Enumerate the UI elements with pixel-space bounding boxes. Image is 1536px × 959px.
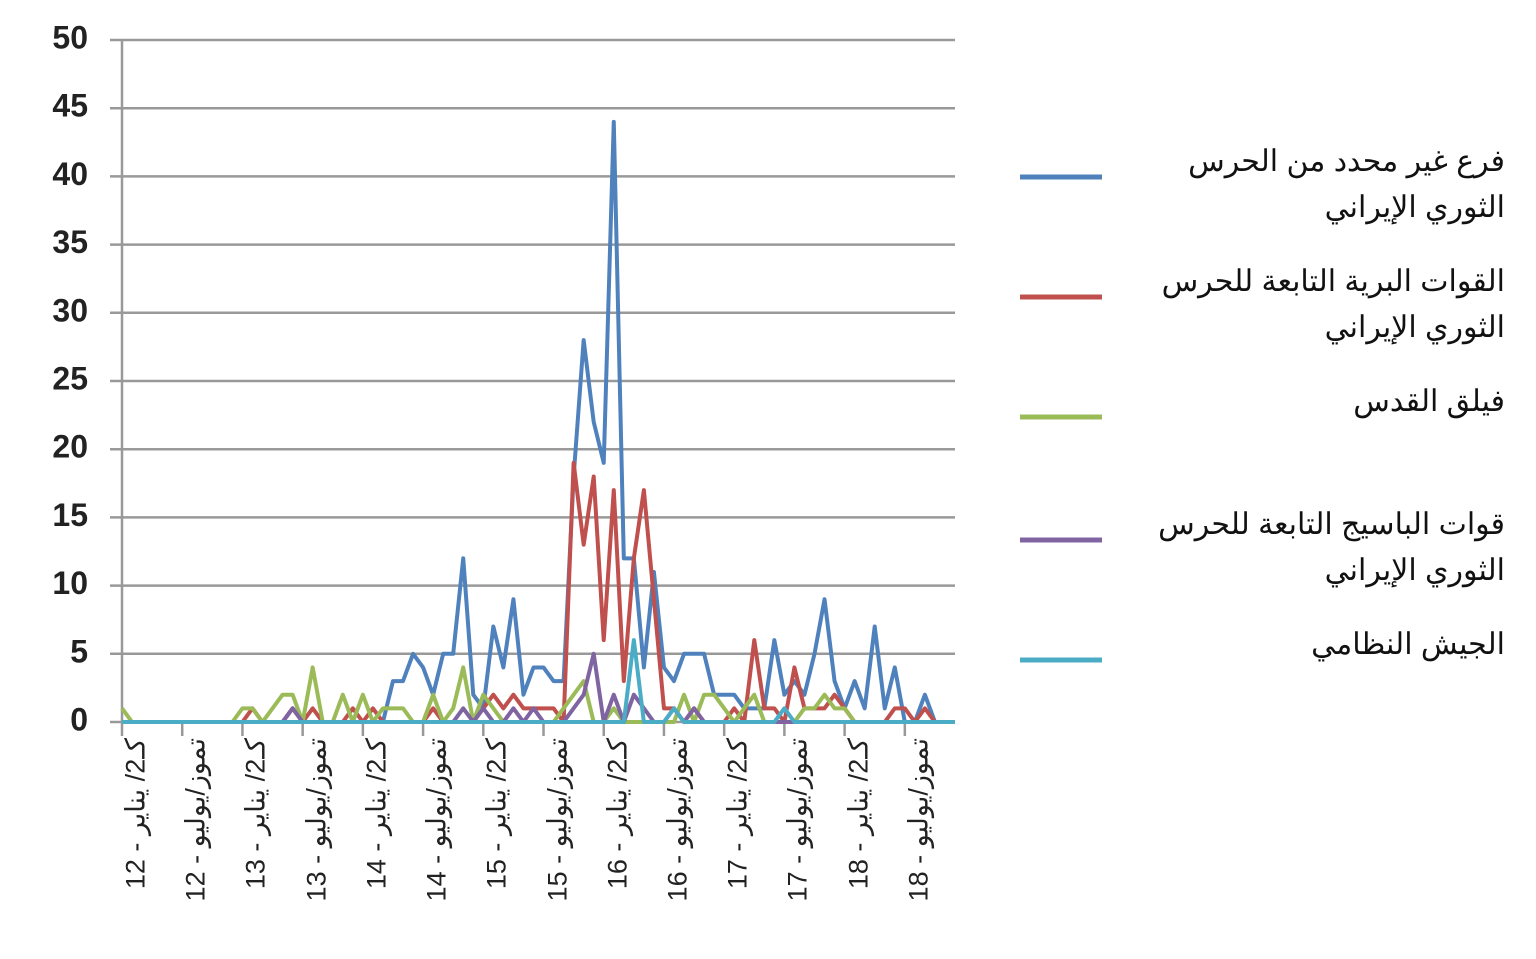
x-tick-label: تموز/يوليو - 14	[421, 738, 452, 902]
x-tick-label: تموز/يوليو - 12	[180, 738, 211, 902]
x-tick-label: كـ2/ يناير - 15	[481, 738, 512, 890]
series-line	[122, 460, 955, 724]
legend-label: الجيش النظامي	[1311, 628, 1505, 661]
legend-label: فيلق القدس	[1353, 385, 1505, 418]
y-tick-label: 50	[52, 19, 88, 55]
legend-label: القوات البرية التابعة للحرس الثوري الإير…	[1161, 265, 1505, 344]
y-tick-label: 35	[52, 224, 88, 260]
x-tick-label: كـ2/ يناير - 17	[722, 738, 753, 890]
x-tick-label: كـ2/ يناير - 16	[602, 738, 633, 890]
series-line	[122, 651, 955, 724]
legend-label: قوات الباسيج التابعة للحرس الثوري الإيرا…	[1158, 508, 1505, 587]
x-tick-label: تموز/يوليو - 16	[662, 738, 693, 902]
series-line	[122, 638, 955, 724]
legend-label: فرع غير محدد من الحرس الثوري الإيراني	[1188, 145, 1505, 224]
x-tick-label: تموز/يوليو - 18	[903, 738, 934, 902]
y-tick-label: 20	[52, 429, 88, 465]
x-tick-label: تموز/يوليو - 13	[301, 738, 332, 902]
y-tick-label: 0	[70, 701, 88, 737]
x-tick-label: كـ2/ يناير - 18	[843, 738, 874, 890]
x-tick-label: كـ2/ يناير - 14	[361, 738, 392, 890]
x-tick-label: كـ2/ يناير - 12	[120, 738, 151, 890]
y-tick-label: 5	[70, 633, 88, 669]
y-tick-label: 10	[52, 565, 88, 601]
y-tick-label: 40	[52, 156, 88, 192]
y-tick-label: 25	[52, 360, 88, 396]
x-tick-label: تموز/يوليو - 17	[782, 738, 813, 902]
series-line	[122, 119, 955, 724]
y-tick-label: 30	[52, 292, 88, 328]
y-tick-label: 15	[52, 497, 88, 533]
y-tick-label: 45	[52, 88, 88, 124]
x-tick-label: تموز/يوليو - 15	[542, 738, 573, 902]
x-tick-label: كـ2/ يناير - 13	[240, 738, 271, 890]
